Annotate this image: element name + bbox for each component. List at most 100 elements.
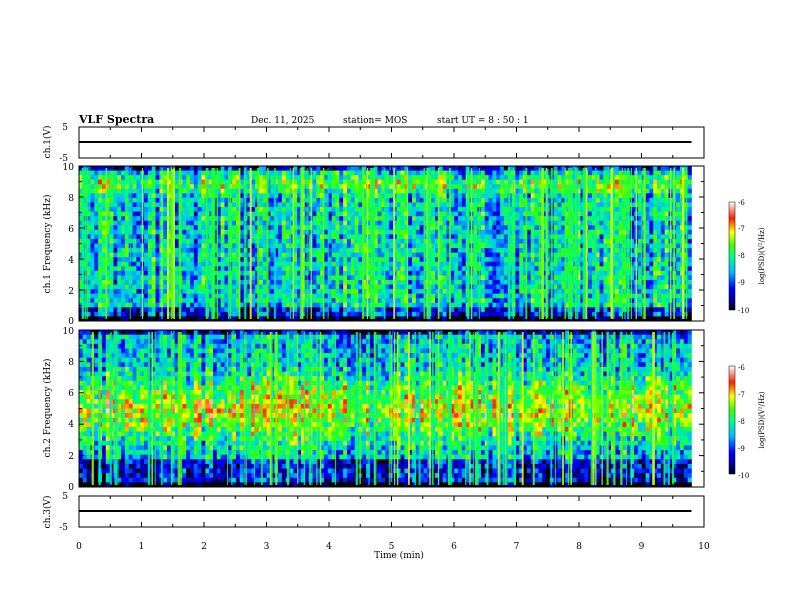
spectrogram-cell: [588, 175, 593, 180]
spectrogram-cell: [523, 184, 528, 190]
spectrogram-cell: [278, 238, 283, 244]
spectrogram-cell: [385, 229, 390, 235]
spectrogram-cell: [534, 243, 539, 249]
spectrogram-cell: [415, 284, 421, 290]
spectrogram-cell: [454, 302, 459, 308]
spectrogram-cell: [270, 284, 275, 290]
spectrogram-cell: [500, 216, 505, 222]
spectrogram-cell: [339, 175, 344, 180]
spectrogram-cell: [435, 252, 440, 258]
spectrogram-cell: [457, 193, 463, 199]
spectrogram-cell: [90, 175, 95, 180]
spectrogram-cell: [496, 216, 501, 222]
spectrogram-cell: [423, 311, 428, 317]
spectrogram-cell: [124, 270, 130, 276]
spectrogram-cell: [415, 202, 421, 208]
spectrogram-cell: [293, 220, 298, 226]
spectrogram-cell: [101, 270, 107, 276]
spectrogram-cell: [530, 270, 535, 276]
spectrogram-cell: [216, 311, 221, 317]
spectrogram-cell: [289, 238, 294, 244]
spectrogram-cell: [389, 170, 394, 176]
spectrogram-cell: [151, 207, 156, 212]
spectrogram-cell: [389, 234, 394, 240]
spectrogram-cell: [289, 211, 294, 217]
spectrogram-cell: [381, 216, 386, 222]
spectrogram-cell: [576, 307, 581, 313]
spectrogram-cell: [316, 202, 321, 208]
spectrogram-cell: [588, 243, 593, 249]
spectrogram-cell: [297, 316, 302, 322]
spectrogram-cell: [438, 311, 443, 317]
spectrogram-cell: [151, 298, 156, 304]
spectrogram-cell: [278, 284, 283, 290]
spectrogram-cell: [576, 184, 581, 190]
spectrogram-cell: [438, 175, 443, 180]
spectrogram-cell: [232, 216, 237, 222]
spectrogram-cell: [461, 225, 466, 231]
spectrogram-cell: [251, 261, 256, 267]
spectrogram-cell: [480, 298, 486, 304]
spectrogram-cell: [408, 238, 413, 244]
spectrogram-cell: [389, 211, 394, 217]
spectrogram-cell: [258, 170, 264, 176]
spectrogram-cell: [289, 216, 294, 222]
spectrogram-cell: [599, 270, 604, 276]
spectrogram-cell: [144, 184, 149, 190]
spectrogram-cell: [530, 238, 535, 244]
spectrogram-cell: [473, 307, 478, 313]
spectrogram-cell: [553, 279, 558, 285]
spectrogram-cell: [565, 211, 570, 217]
spectrogram-cell: [630, 188, 635, 194]
spectrogram-cell: [312, 311, 317, 317]
spectrogram-cell: [473, 252, 478, 258]
spectrogram-cell: [599, 293, 604, 299]
spectrogram-cell: [79, 243, 84, 249]
spectrogram-cell: [324, 307, 329, 313]
spectrogram-cell: [285, 179, 290, 185]
spectrogram-cell: [117, 225, 122, 231]
spectrogram-cell: [500, 270, 505, 276]
spectrogram-cell: [270, 266, 275, 272]
spectrogram-cell: [193, 302, 198, 308]
spectrogram-cell: [385, 248, 390, 253]
spectrogram-cell: [377, 193, 382, 199]
spectrogram-cell: [607, 279, 612, 285]
spectrogram-cell: [591, 289, 597, 294]
spectrogram-cell: [278, 307, 283, 313]
spectrogram-cell: [190, 302, 195, 308]
spectrogram-cell: [278, 311, 283, 317]
spectrogram-cell: [519, 211, 524, 217]
spectrogram-cell: [346, 279, 352, 285]
spectrogram-cell: [281, 220, 287, 226]
spectrogram-cell: [316, 307, 321, 313]
spectrogram-cell: [607, 302, 612, 308]
spectrogram-cell: [339, 270, 344, 276]
spectrogram-cell: [454, 184, 459, 190]
spectrogram-cell: [94, 211, 99, 217]
spectrogram-cell: [159, 207, 164, 212]
spectrogram-cell: [473, 257, 478, 263]
spectrogram-cell: [599, 207, 604, 212]
spectrogram-cell: [385, 216, 390, 222]
spectrogram-cell: [224, 293, 229, 299]
spectrogram-cell: [124, 311, 130, 317]
spectrogram-cell: [500, 166, 505, 171]
spectrogram-cell: [182, 289, 187, 294]
spectrogram-cell: [159, 307, 164, 313]
spectrogram-cell: [461, 229, 466, 235]
spectrogram-cell: [423, 234, 428, 240]
spectrogram-cell: [450, 298, 455, 304]
spectrogram-cell: [94, 184, 99, 190]
spectrogram-cell: [262, 197, 267, 203]
spectrogram-cell: [121, 302, 126, 308]
spectrogram-cell: [607, 316, 612, 322]
spectrogram-cell: [534, 211, 539, 217]
spectrogram-cell: [373, 211, 378, 217]
spectrogram-cell: [519, 207, 524, 212]
spectrogram-cell: [147, 202, 153, 208]
spectrogram-cell: [461, 316, 466, 322]
spectrogram-cell: [132, 220, 137, 226]
spectrogram-cell: [113, 311, 118, 317]
spectrogram-cell: [193, 257, 198, 263]
